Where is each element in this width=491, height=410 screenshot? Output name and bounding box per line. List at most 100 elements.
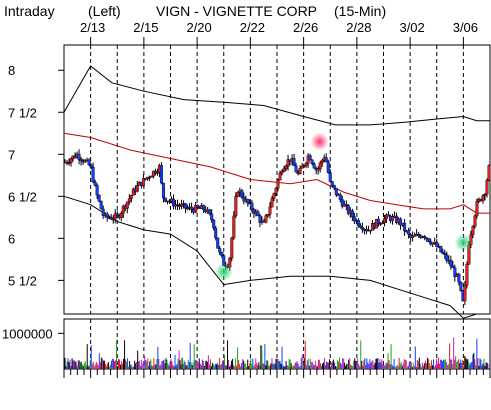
candle-body: [220, 252, 224, 256]
candle-body: [465, 263, 469, 286]
candle-body: [250, 202, 254, 211]
candle-body: [483, 194, 487, 196]
candle-body: [186, 207, 190, 210]
candle-body: [332, 184, 336, 189]
y-tick-label: 5 1/2: [8, 273, 37, 288]
candle-body: [83, 160, 87, 163]
candle-body: [268, 206, 272, 215]
candle-body: [163, 197, 167, 202]
candle-body: [457, 273, 461, 283]
candle-body: [218, 248, 222, 253]
candle-body: [210, 213, 214, 221]
candle-body: [129, 195, 133, 199]
candle-body: [284, 165, 288, 170]
candle-body: [276, 179, 280, 189]
frequency-label: (15-Min): [334, 3, 386, 19]
candle-body: [417, 233, 421, 237]
signal-marker: [454, 233, 473, 252]
candle-body: [326, 161, 330, 173]
candle-body: [113, 213, 117, 220]
candle-body: [194, 205, 198, 213]
candle-body: [147, 176, 151, 179]
candle-body: [264, 215, 268, 223]
candle-body: [439, 245, 443, 253]
candle-body: [89, 164, 93, 168]
candle-body: [292, 158, 296, 167]
candle-body: [360, 227, 364, 230]
volume-layer: [64, 337, 489, 369]
candle-body: [149, 176, 153, 178]
marker-layer: [214, 132, 473, 281]
grid-layer: [90, 45, 464, 369]
candle-body: [324, 157, 328, 162]
candle-layer: [63, 149, 491, 305]
axis-side-label: (Left): [88, 3, 121, 19]
candle-body: [115, 213, 119, 216]
candle-body: [358, 225, 362, 228]
candle-body: [340, 199, 344, 207]
candle-body: [407, 230, 411, 235]
upper-band-line: [63, 65, 490, 126]
candle-body: [427, 238, 431, 242]
candle-body: [352, 216, 356, 222]
candle-body: [91, 167, 95, 183]
candle-body: [87, 159, 91, 166]
candle-body: [216, 237, 220, 249]
interval-label: Intraday: [4, 3, 55, 19]
candle-body: [246, 199, 250, 204]
candle-body: [172, 198, 176, 207]
candle-body: [487, 165, 491, 181]
candle-body: [304, 162, 308, 166]
candle-body: [135, 185, 139, 192]
moving-average-line: [63, 132, 490, 214]
candle-body: [328, 172, 332, 182]
candle-body: [111, 218, 115, 221]
candle-body: [356, 220, 360, 227]
candle-body: [212, 219, 216, 229]
candle-body: [95, 185, 99, 196]
candle-body: [196, 205, 200, 208]
candle-body: [385, 214, 389, 219]
candle-body: [121, 205, 125, 214]
candle-body: [270, 198, 274, 208]
candle-body: [280, 171, 284, 174]
candle-body: [463, 284, 467, 302]
candle-body: [232, 215, 236, 239]
candle-body: [387, 214, 391, 217]
candle-body: [312, 163, 316, 169]
candle-body: [308, 155, 312, 161]
candle-body: [294, 165, 298, 173]
candle-body: [167, 200, 171, 203]
candle-body: [435, 242, 439, 247]
x-tick-label: 2/26: [293, 20, 318, 35]
candle-body: [155, 172, 159, 174]
candle-body: [338, 194, 342, 200]
candle-body: [236, 192, 240, 197]
candle-body: [310, 159, 314, 164]
lower-band-line: [63, 195, 490, 319]
y-tick-label: 6: [8, 231, 15, 246]
candle-body: [153, 170, 157, 174]
candle-body: [330, 181, 334, 186]
candle-body: [272, 193, 276, 199]
candle-body: [159, 165, 163, 184]
candle-body: [431, 242, 435, 245]
y-tick-label: 8: [8, 63, 15, 78]
y-tick-label: 7: [8, 147, 15, 162]
candle-body: [471, 226, 475, 236]
candle-body: [151, 170, 155, 177]
x-tick-label: 2/20: [186, 20, 211, 35]
candle-body: [208, 209, 212, 214]
candle-body: [214, 227, 218, 239]
candle-body: [230, 237, 234, 259]
candle-body: [278, 172, 282, 181]
candle-body: [475, 201, 479, 217]
candle-body: [445, 254, 449, 261]
candle-body: [318, 162, 322, 169]
candle-body: [300, 166, 304, 169]
candle-body: [176, 204, 180, 206]
x-tick-label: 2/13: [80, 20, 105, 35]
candle-body: [131, 188, 135, 196]
signal-marker: [214, 262, 233, 281]
